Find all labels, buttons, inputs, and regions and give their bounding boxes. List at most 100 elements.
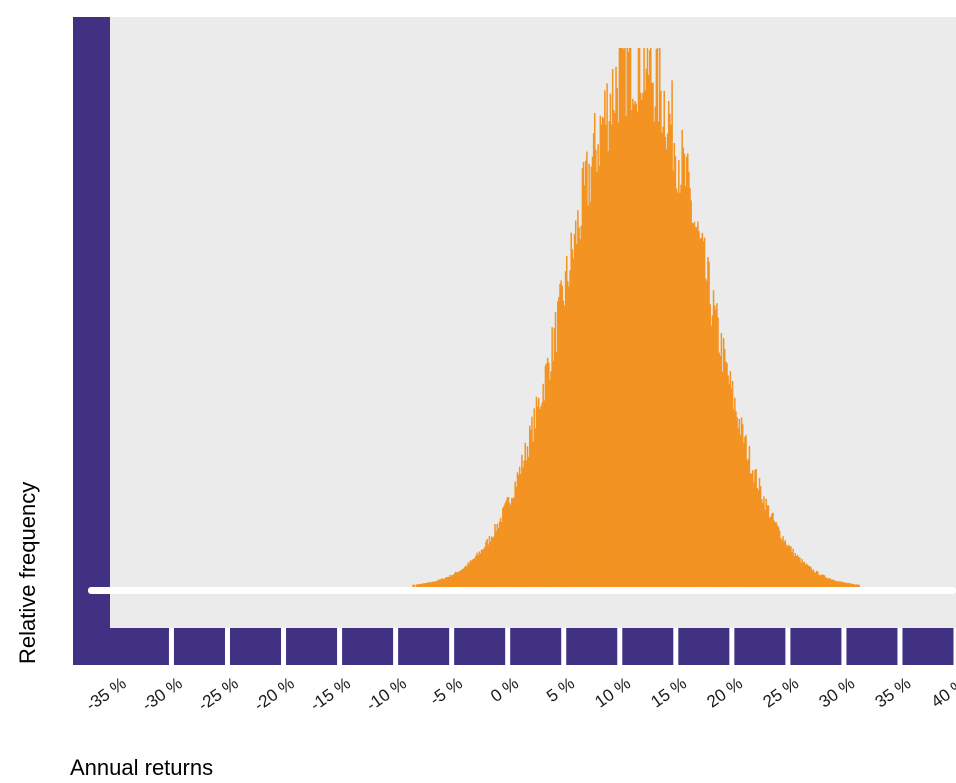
histogram-bar bbox=[753, 482, 755, 587]
histogram-bar bbox=[456, 572, 458, 587]
histogram-bar bbox=[461, 568, 464, 587]
histogram-bar bbox=[561, 285, 564, 587]
histogram-bar bbox=[757, 490, 760, 587]
histogram-bar bbox=[672, 170, 674, 587]
x-tick-label: 30 % bbox=[816, 674, 859, 712]
histogram-bar bbox=[570, 232, 572, 587]
histogram-bar bbox=[492, 537, 494, 587]
histogram-bar bbox=[577, 210, 579, 588]
histogram-bar bbox=[791, 552, 793, 587]
histogram-bar bbox=[673, 143, 676, 587]
histogram-bar bbox=[533, 408, 535, 587]
histogram-bar bbox=[827, 578, 829, 587]
histogram-bar bbox=[598, 165, 600, 587]
histogram-bar bbox=[710, 325, 713, 587]
x-tick-label: -15 % bbox=[307, 674, 354, 715]
histogram-bar bbox=[711, 315, 714, 587]
histogram-bar bbox=[842, 582, 845, 587]
histogram-bar bbox=[732, 408, 735, 587]
histogram-bar bbox=[440, 578, 442, 587]
histogram-bar bbox=[822, 574, 825, 587]
histogram-bar bbox=[485, 541, 487, 587]
histogram-bar bbox=[773, 520, 775, 587]
histogram-bar bbox=[676, 192, 679, 587]
histogram-bar bbox=[700, 237, 702, 587]
histogram-bar bbox=[782, 536, 784, 587]
histogram-bar bbox=[493, 536, 495, 587]
histogram-bar bbox=[509, 505, 512, 587]
histogram-bar bbox=[654, 106, 657, 587]
histogram-bar bbox=[580, 225, 583, 587]
histogram-bar bbox=[836, 581, 838, 587]
histogram-bar bbox=[458, 571, 460, 587]
histogram-bar bbox=[539, 409, 541, 587]
histogram-bar bbox=[648, 50, 651, 587]
histogram-bar bbox=[467, 562, 469, 587]
histogram-bar bbox=[724, 348, 726, 587]
histogram-bar bbox=[795, 556, 798, 587]
histogram-bar bbox=[610, 124, 613, 587]
x-tick-label: 20 % bbox=[703, 674, 746, 712]
x-tick-label: -10 % bbox=[363, 674, 410, 715]
histogram-bar bbox=[760, 499, 763, 587]
histogram-bar bbox=[624, 48, 626, 587]
histogram-bar bbox=[503, 505, 505, 587]
histogram-bar bbox=[797, 556, 800, 587]
histogram-bar bbox=[792, 548, 794, 587]
histogram-bar bbox=[682, 147, 685, 588]
histogram-bar bbox=[809, 566, 811, 587]
histogram-bar bbox=[601, 116, 604, 587]
x-grid-gap bbox=[953, 628, 956, 665]
histogram-bar bbox=[641, 99, 643, 588]
histogram-bar bbox=[701, 232, 704, 587]
histogram-bar bbox=[616, 88, 618, 587]
histogram-bar bbox=[633, 104, 635, 587]
histogram-bar bbox=[785, 544, 788, 587]
histogram-bar bbox=[719, 355, 722, 587]
histogram-bar bbox=[837, 581, 839, 587]
x-tick-label: -30 % bbox=[139, 674, 186, 715]
histogram-bar bbox=[534, 428, 537, 587]
histogram-bar bbox=[747, 458, 750, 587]
histogram-bar bbox=[658, 48, 661, 587]
histogram-bar bbox=[671, 80, 673, 588]
histogram-bar bbox=[480, 549, 483, 587]
histogram-bar bbox=[759, 486, 762, 587]
histogram-bar bbox=[478, 551, 481, 587]
x-axis-band bbox=[73, 628, 956, 665]
histogram-bar bbox=[801, 559, 803, 587]
histogram-bar bbox=[413, 584, 416, 587]
x-grid-gap bbox=[224, 628, 230, 665]
histogram-bar bbox=[618, 48, 621, 587]
histogram-bar bbox=[749, 473, 752, 587]
histogram-bar bbox=[728, 384, 730, 587]
histogram-bar bbox=[504, 503, 506, 587]
histogram-bar bbox=[528, 425, 531, 587]
histogram-bar bbox=[746, 460, 748, 587]
x-grid-gap bbox=[617, 628, 623, 665]
histogram-bar bbox=[712, 290, 715, 587]
histogram-bar bbox=[804, 564, 807, 587]
histogram-bar bbox=[437, 580, 439, 587]
histogram-bar bbox=[476, 552, 478, 587]
histogram-bar bbox=[479, 553, 482, 587]
x-tick-label: 40 % bbox=[928, 674, 956, 712]
histogram-bar bbox=[543, 400, 546, 587]
histogram-bar bbox=[740, 417, 743, 587]
histogram-bar bbox=[637, 48, 640, 587]
histogram-bar bbox=[574, 220, 577, 587]
histogram-bar bbox=[695, 227, 698, 588]
histogram-bar bbox=[831, 579, 834, 587]
x-tick-label: 15 % bbox=[647, 674, 690, 712]
histogram-bar bbox=[813, 572, 816, 587]
histogram-bar bbox=[625, 115, 627, 588]
x-grid-gap bbox=[841, 628, 847, 665]
histogram-bar bbox=[495, 531, 497, 587]
histogram-bar bbox=[599, 115, 602, 587]
x-tick-labels: -35 % -30 % -25 % -20 % -15 % -10 % -5 % 0 % 5 %… bbox=[82, 674, 956, 715]
histogram-bar bbox=[535, 396, 538, 587]
histogram-bar bbox=[830, 579, 832, 587]
histogram-bar bbox=[718, 352, 720, 587]
histogram-bar bbox=[572, 258, 575, 587]
histogram-bar bbox=[500, 521, 503, 587]
